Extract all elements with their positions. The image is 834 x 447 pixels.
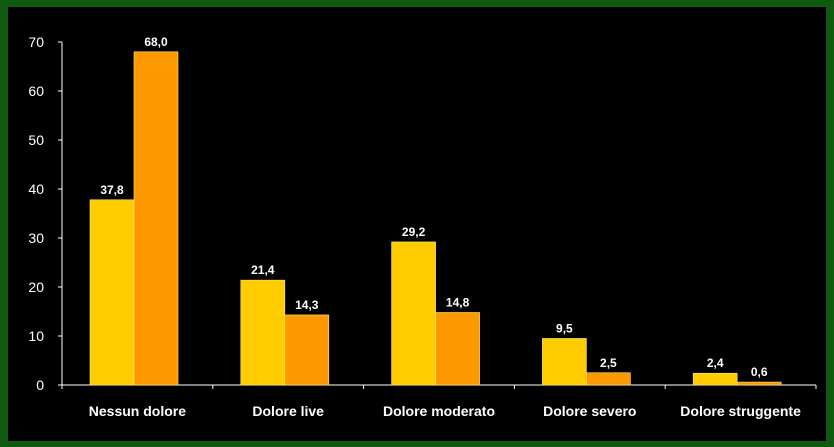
bar bbox=[692, 372, 738, 386]
data-label: 14,3 bbox=[295, 298, 319, 312]
data-label: 2,5 bbox=[600, 356, 617, 370]
x-tick-label: Dolore struggente bbox=[680, 403, 801, 419]
y-tick-label: 30 bbox=[28, 230, 44, 246]
data-label: 37,8 bbox=[100, 183, 124, 197]
chart-frame: 0 10 20 30 40 50 60 70 37,8 21,4 29,2 9,5 2,4 68,0 14,… bbox=[8, 7, 826, 441]
bar bbox=[240, 279, 286, 386]
data-label: 68,0 bbox=[144, 35, 168, 49]
bar bbox=[391, 241, 436, 386]
bar bbox=[89, 199, 135, 386]
y-tick-label: 0 bbox=[36, 377, 44, 393]
data-label: 2,4 bbox=[707, 356, 724, 370]
y-tick-label: 50 bbox=[28, 132, 44, 148]
x-tick-label: Dolore severo bbox=[543, 403, 636, 419]
data-label: 21,4 bbox=[251, 263, 275, 277]
bar bbox=[435, 312, 480, 386]
bar bbox=[736, 381, 782, 386]
x-tick-label: Dolore moderato bbox=[383, 403, 495, 419]
y-tick-label: 60 bbox=[28, 83, 44, 99]
y-tick-label: 10 bbox=[28, 328, 44, 344]
y-tick-label: 40 bbox=[28, 181, 44, 197]
y-tick-label: 70 bbox=[28, 34, 44, 50]
data-label: 9,5 bbox=[556, 321, 573, 335]
data-label: 29,2 bbox=[402, 225, 426, 239]
x-tick-label: Nessun dolore bbox=[89, 403, 186, 419]
data-label: 0,6 bbox=[751, 365, 768, 379]
x-tick-label: Dolore live bbox=[252, 403, 324, 419]
bar bbox=[133, 51, 179, 386]
y-tick-label: 20 bbox=[28, 279, 44, 295]
data-label: 14,8 bbox=[446, 295, 470, 309]
bar bbox=[586, 372, 631, 386]
bar bbox=[284, 314, 330, 386]
bar bbox=[542, 338, 587, 386]
bar-chart: 0 10 20 30 40 50 60 70 37,8 21,4 29,2 9,5 2,4 68,0 14,… bbox=[28, 34, 817, 419]
